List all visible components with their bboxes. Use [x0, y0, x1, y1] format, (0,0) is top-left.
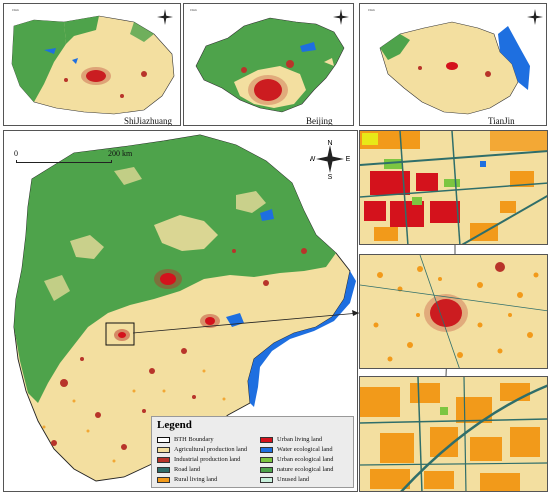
scale-start-label: 0 [14, 149, 18, 158]
legend-swatch [260, 466, 273, 473]
legend-item-road: Road land [157, 466, 200, 473]
legend-swatch [157, 436, 170, 443]
legend-swatch [157, 456, 170, 463]
legend-item-unused: Unused land [260, 476, 309, 483]
legend-item-agricultural: Agricultural production land [157, 446, 247, 453]
legend-swatch [260, 446, 273, 453]
bth-region-map [13, 134, 356, 482]
compass-icon: N S E W [310, 140, 350, 179]
scale-text: 0 Km [12, 8, 19, 12]
legend-swatch [157, 446, 170, 453]
scale-text: 0 Km [368, 8, 375, 12]
compass-n: N [327, 140, 332, 147]
shijiazhuang-map [11, 15, 175, 115]
map-label: Beijing [306, 116, 333, 126]
legend-title: Legend [157, 419, 192, 431]
map-panel-shijiazhuang: 0 Km ShiJiazhuang [3, 3, 181, 126]
zoom-map-urban-core [360, 131, 547, 244]
zoom-panel-city-overview [359, 254, 548, 369]
compass-w: W [310, 156, 316, 163]
beijing-map [195, 17, 345, 113]
legend-swatch [157, 466, 170, 473]
legend-item-urban: Urban living land [260, 436, 322, 443]
zoom-map-road-detail [360, 377, 547, 491]
legend-item-nature-ecological: nature ecological land [260, 466, 333, 473]
scale-text: 0 Km [190, 8, 197, 12]
legend-item-industrial: Industrial production land [157, 456, 240, 463]
legend-swatch [157, 476, 170, 483]
legend-item-urban-ecological: Urban ecological land [260, 456, 333, 463]
legend-swatch [260, 456, 273, 463]
legend: Legend BTH Boundary Agricultural product… [151, 416, 354, 488]
zoom-panel-urban-core [359, 130, 548, 245]
compass-e: E [346, 156, 350, 163]
compass-icon [333, 9, 349, 25]
compass-icon [527, 9, 543, 25]
map-label: TianJin [488, 116, 515, 126]
legend-swatch [260, 436, 273, 443]
compass-icon [157, 9, 173, 25]
compass-s: S [328, 174, 333, 179]
map-panel-tianjin: 0 Km TianJin [359, 3, 547, 126]
map-panel-beijing: 0 Km Beijing [183, 3, 354, 126]
legend-item-rural: Rural living land [157, 476, 217, 483]
zoom-map-city-overview [360, 255, 547, 368]
scale-bar [16, 160, 112, 163]
legend-item-water: Water ecological land [260, 446, 333, 453]
scale-end-label: 200 km [108, 149, 133, 158]
legend-item-boundary: BTH Boundary [157, 436, 214, 443]
map-label: ShiJiazhuang [124, 116, 172, 126]
legend-swatch [260, 476, 273, 483]
zoom-panel-road-detail [359, 376, 548, 492]
tianjin-map [379, 21, 530, 115]
